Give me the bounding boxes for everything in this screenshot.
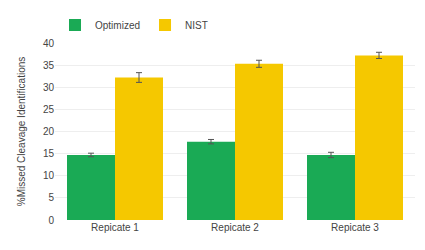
svg-text:40: 40 [43,38,55,49]
svg-text:Repicate 3: Repicate 3 [331,222,379,233]
svg-text:5: 5 [48,192,54,203]
svg-text:NIST: NIST [185,20,208,31]
svg-text:%Missed Cleavage Identificatio: %Missed Cleavage Identifications [16,57,27,207]
svg-text:0: 0 [48,215,54,226]
svg-text:25: 25 [43,104,55,115]
svg-text:Optimized: Optimized [95,20,140,31]
svg-text:15: 15 [43,148,55,159]
svg-text:35: 35 [43,60,55,71]
svg-text:10: 10 [43,170,55,181]
svg-text:Repicate 2: Repicate 2 [211,222,259,233]
svg-text:20: 20 [43,126,55,137]
svg-text:Repicate 1: Repicate 1 [91,222,139,233]
svg-text:30: 30 [43,82,55,93]
